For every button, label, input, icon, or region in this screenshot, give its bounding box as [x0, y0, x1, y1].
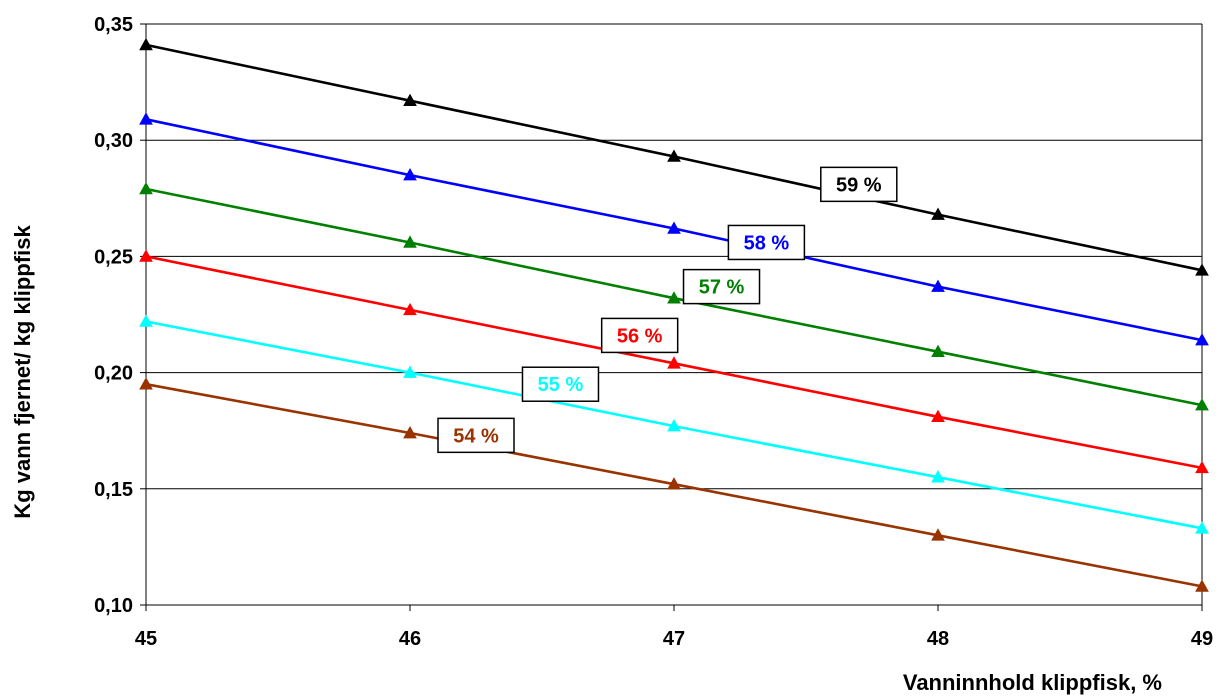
- grid-lines: [146, 23, 1202, 606]
- x-tick-label: 45: [135, 628, 157, 650]
- data-point-marker: [667, 149, 681, 162]
- y-tick-label: 0,10: [94, 595, 133, 617]
- data-point-marker: [1195, 579, 1209, 592]
- data-point-marker: [667, 356, 681, 369]
- data-point-marker: [931, 470, 945, 483]
- data-point-marker: [667, 291, 681, 304]
- y-tick-label: 0,20: [94, 363, 133, 385]
- series-label-box: [682, 268, 761, 305]
- data-point-marker: [931, 528, 945, 541]
- data-point-marker: [403, 425, 417, 439]
- data-point-marker: [139, 377, 153, 390]
- y-tick-label: 0,15: [94, 479, 133, 501]
- series-labels: 59 % 58 % 57 % 56 % 55 % 54 %: [437, 166, 898, 454]
- x-tick-label: 46: [399, 628, 421, 650]
- series-label: 55 %: [538, 374, 584, 396]
- data-point-marker: [667, 221, 681, 234]
- series-label: 54 %: [453, 425, 499, 447]
- data-point-marker: [1195, 521, 1209, 534]
- data-point-marker: [403, 235, 417, 248]
- y-tick-label: 0,25: [94, 246, 133, 268]
- axes: [140, 23, 1203, 611]
- series-label: 56 %: [617, 325, 663, 347]
- data-point-marker: [139, 181, 153, 195]
- data-point-marker: [1195, 263, 1209, 276]
- data-point-marker: [139, 249, 153, 262]
- x-tick-label: 47: [663, 628, 685, 650]
- series-group: [139, 37, 1209, 592]
- data-point-marker: [667, 419, 681, 432]
- x-axis-title: Vanninnhold klippfisk, %: [903, 670, 1162, 695]
- data-point-marker: [139, 37, 153, 51]
- data-point-marker: [931, 207, 945, 220]
- data-point-marker: [403, 93, 417, 106]
- series-label: 58 %: [744, 232, 790, 254]
- series-label-box: [521, 366, 600, 402]
- data-point-marker: [1195, 460, 1209, 474]
- data-point-marker: [1195, 333, 1209, 346]
- x-tick-labels: 45 46 47 48 49: [135, 628, 1213, 650]
- data-point-marker: [403, 168, 417, 181]
- y-tick-label: 0,30: [94, 130, 133, 152]
- data-point-marker: [403, 365, 417, 378]
- x-tick-label: 48: [927, 628, 949, 650]
- data-point-marker: [667, 477, 681, 490]
- series-label: 59 %: [836, 174, 882, 196]
- data-point-marker: [139, 314, 153, 327]
- y-axis-title: Kg vann fjernet/ kg klippfisk: [10, 225, 35, 519]
- y-tick-label: 0,35: [94, 14, 133, 36]
- data-point-marker: [403, 302, 417, 316]
- data-point-marker: [931, 344, 945, 357]
- data-point-marker: [139, 112, 153, 125]
- series-label-box: [727, 224, 806, 261]
- series-label: 57 %: [699, 277, 745, 299]
- series-label-box: [437, 417, 515, 454]
- data-point-marker: [1195, 398, 1209, 411]
- data-point-marker: [931, 409, 945, 423]
- data-point-marker: [931, 279, 945, 292]
- series-label-box: [820, 166, 898, 203]
- series-label-box: [600, 317, 679, 354]
- y-tick-labels: 0,10 0,15 0,20 0,25 0,30 0,35: [94, 14, 133, 617]
- x-tick-label: 49: [1191, 628, 1213, 650]
